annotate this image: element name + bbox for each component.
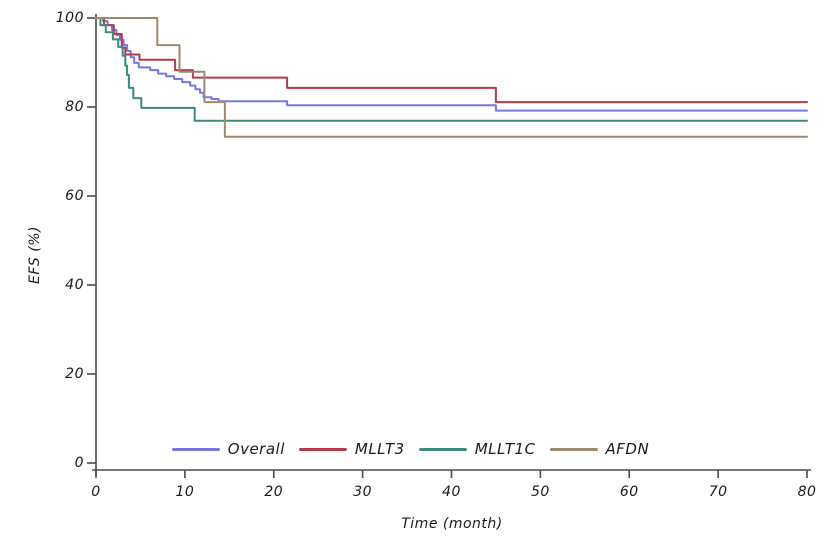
chart-legend: Overall MLLT3 MLLT1C AFDN (0, 440, 831, 458)
y-axis-title: EFS (%) (27, 226, 43, 284)
x-tick-label: 60 (619, 484, 639, 500)
legend-swatch-mllt1c (418, 447, 467, 451)
legend-item-mllt3: MLLT3 (298, 440, 415, 458)
x-tick-label: 30 (353, 484, 373, 500)
x-tick-label: 10 (175, 484, 195, 500)
x-axis-title: Time (month) (401, 516, 503, 532)
x-tick-label: 0 (91, 484, 101, 500)
legend-label-afdn: AFDN (605, 440, 650, 458)
legend-swatch-mllt3 (298, 447, 347, 451)
x-tick-label: 70 (708, 484, 728, 500)
legend-item-overall: Overall (171, 440, 295, 458)
survival-curve-afdn (95, 17, 808, 138)
y-tick-label: 20 (65, 366, 84, 382)
legend-item-afdn: AFDN (549, 440, 660, 458)
y-tick-label: 100 (55, 10, 84, 26)
x-tick-label: 80 (797, 484, 817, 500)
legend-label-overall: Overall (227, 440, 285, 458)
legend-swatch-afdn (549, 447, 598, 451)
survival-curve-mllt3 (95, 17, 808, 104)
legend-label-mllt1c: MLLT1C (474, 440, 536, 458)
y-tick-label: 40 (65, 277, 84, 293)
x-tick-label: 20 (264, 484, 284, 500)
y-tick-label: 0 (74, 455, 84, 471)
legend-item-mllt1c: MLLT1C (418, 440, 546, 458)
y-tick-label: 80 (65, 99, 84, 115)
legend-swatch-overall (171, 447, 220, 451)
y-tick-label: 60 (65, 188, 84, 204)
legend-label-mllt3: MLLT3 (354, 440, 405, 458)
survival-curve-overall (95, 17, 808, 112)
x-tick-label: 50 (530, 484, 550, 500)
survival-curve-mllt1c (95, 17, 808, 122)
x-tick-label: 40 (442, 484, 461, 500)
